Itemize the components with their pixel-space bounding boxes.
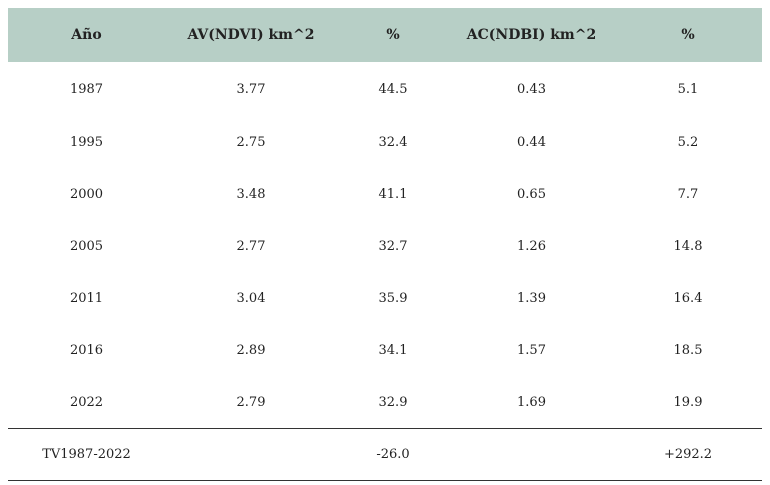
summary-ac-ndbi: [449, 428, 614, 481]
cell-ac-ndbi: 0.44: [517, 134, 546, 150]
cell-year: 2022: [69, 394, 104, 410]
table-row: 2005 2.77 32.7 1.26 14.8: [8, 220, 762, 272]
cell-av-percent: 35.9: [378, 290, 408, 306]
table-row: 1987 3.77 44.5 0.43 5.1: [8, 62, 762, 116]
header-year: Año: [71, 27, 102, 43]
header-ac-percent: %: [681, 27, 695, 43]
table-row: 2016 2.89 34.1 1.57 18.5: [8, 324, 762, 376]
header-ac-ndbi: AC(NDBI) km^2: [466, 27, 597, 43]
summary-av-percent: -26.0: [337, 428, 449, 481]
cell-av-ndvi: 3.48: [236, 186, 266, 202]
header-av-ndvi: AV(NDVI) km^2: [187, 27, 315, 43]
data-table-container: Año AV(NDVI) km^2 % AC(NDBI) km^2 % 1987…: [8, 8, 762, 481]
cell-ac-ndbi: 1.39: [517, 290, 546, 306]
cell-ac-percent: 16.4: [673, 290, 703, 306]
cell-year: 2011: [69, 290, 104, 306]
summary-ac-percent: +292.2: [614, 428, 762, 481]
cell-ac-percent: 7.7: [677, 186, 699, 202]
table-row: 1995 2.75 32.4 0.44 5.2: [8, 116, 762, 168]
header-av-percent: %: [386, 27, 400, 43]
cell-year: 2016: [69, 342, 104, 358]
cell-ac-ndbi: 1.57: [517, 342, 546, 358]
cell-ac-percent: 5.2: [677, 134, 699, 150]
summary-row: TV1987-2022 -26.0 +292.2: [8, 428, 762, 481]
cell-av-ndvi: 2.89: [236, 342, 266, 358]
cell-ac-percent: 5.1: [677, 81, 699, 97]
cell-year: 1987: [69, 81, 104, 97]
cell-av-ndvi: 3.04: [236, 290, 266, 306]
summary-label: TV1987-2022: [8, 428, 165, 481]
table-body: 1987 3.77 44.5 0.43 5.1 1995 2.75 32.4 0…: [8, 62, 762, 481]
table-row: 2022 2.79 32.9 1.69 19.9: [8, 376, 762, 429]
cell-av-percent: 32.4: [378, 134, 408, 150]
table-row: 2011 3.04 35.9 1.39 16.4: [8, 272, 762, 324]
cell-ac-ndbi: 1.69: [517, 394, 546, 410]
cell-av-percent: 32.7: [378, 238, 408, 254]
cell-av-ndvi: 2.77: [236, 238, 266, 254]
cell-av-ndvi: 2.79: [236, 394, 266, 410]
cell-year: 1995: [69, 134, 104, 150]
cell-year: 2005: [69, 238, 104, 254]
cell-av-percent: 34.1: [378, 342, 408, 358]
cell-ac-ndbi: 0.65: [517, 186, 546, 202]
cell-ac-percent: 14.8: [673, 238, 703, 254]
cell-av-ndvi: 3.77: [236, 81, 266, 97]
cell-av-ndvi: 2.75: [236, 134, 266, 150]
cell-ac-percent: 19.9: [673, 394, 703, 410]
cell-ac-percent: 18.5: [673, 342, 703, 358]
summary-av-ndvi: [165, 428, 337, 481]
table-row: 2000 3.48 41.1 0.65 7.7: [8, 168, 762, 220]
cell-av-percent: 44.5: [378, 81, 408, 97]
cell-av-percent: 32.9: [378, 394, 408, 410]
header-row: Año AV(NDVI) km^2 % AC(NDBI) km^2 %: [8, 8, 762, 62]
cell-ac-ndbi: 1.26: [517, 238, 546, 254]
data-table: Año AV(NDVI) km^2 % AC(NDBI) km^2 % 1987…: [8, 8, 762, 481]
cell-av-percent: 41.1: [378, 186, 408, 202]
cell-ac-ndbi: 0.43: [517, 81, 546, 97]
cell-year: 2000: [69, 186, 104, 202]
table-header: Año AV(NDVI) km^2 % AC(NDBI) km^2 %: [8, 8, 762, 62]
